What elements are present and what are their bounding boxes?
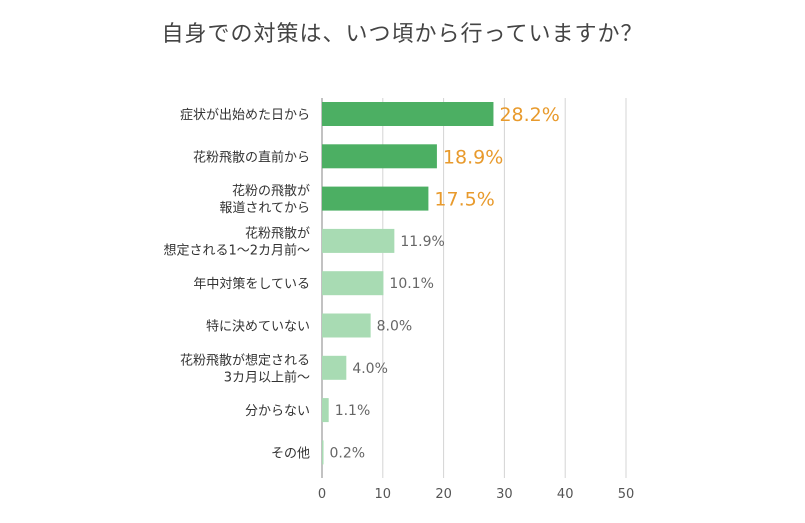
value-label: 10.1% — [389, 276, 433, 292]
category-label: 年中対策をしている — [193, 276, 310, 292]
bar — [322, 228, 395, 253]
category-label: 特に決めていない — [206, 320, 310, 335]
category-label: 分からない — [245, 404, 310, 419]
value-label: 11.9% — [400, 234, 444, 250]
value-label: 18.9% — [443, 146, 503, 168]
bar — [322, 186, 429, 211]
category-label: 症状が出始めた日から — [180, 108, 310, 123]
bar — [322, 440, 324, 465]
bar — [322, 355, 347, 380]
category-label: その他 — [271, 446, 310, 461]
category-label: 花粉の飛散が報道されてから — [219, 183, 310, 216]
value-label: 17.5% — [434, 189, 494, 211]
bar — [322, 398, 329, 423]
category-label: 花粉飛散が想定される1〜2カ月前〜 — [163, 225, 310, 258]
bar — [322, 102, 494, 126]
bar — [322, 144, 437, 169]
chart-title: 自身での対策は、いつ頃から行っていますか？ — [161, 22, 644, 47]
value-label: 28.2% — [499, 104, 559, 126]
x-tick-label: 20 — [435, 487, 452, 502]
value-label: 8.0% — [377, 319, 413, 335]
value-label: 4.0% — [352, 361, 388, 377]
bar — [322, 271, 384, 296]
value-label: 1.1% — [335, 403, 371, 419]
x-tick-label: 30 — [496, 487, 513, 502]
x-tick-label: 40 — [557, 487, 574, 502]
category-label: 花粉飛散が想定される 3カ月以上前〜 — [180, 352, 310, 385]
x-tick-label: 10 — [375, 487, 392, 502]
value-label: 0.2% — [330, 445, 366, 461]
x-tick-label: 50 — [618, 487, 635, 502]
category-label: 花粉飛散の直前から — [193, 149, 310, 165]
bar — [322, 313, 371, 338]
x-tick-label: 0 — [318, 487, 326, 502]
